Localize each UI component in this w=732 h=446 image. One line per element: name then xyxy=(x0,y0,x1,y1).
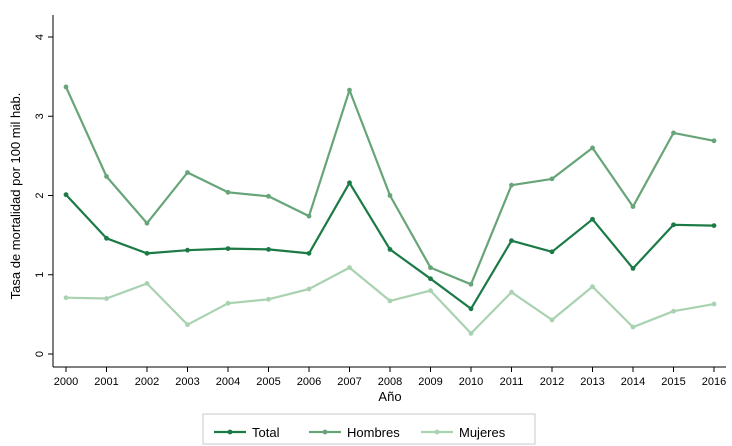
legend-marker-total xyxy=(227,429,233,435)
y-tick-label: 1 xyxy=(34,272,46,278)
series-total xyxy=(63,180,717,312)
legend-item-mujeres: Mujeres xyxy=(421,425,506,440)
series-line-hombres xyxy=(64,86,715,286)
data-point-total xyxy=(306,250,312,256)
y-tick-label: 0 xyxy=(34,351,46,357)
data-point-total xyxy=(711,223,717,229)
data-point-total xyxy=(468,306,474,312)
series-lines xyxy=(63,84,717,336)
legend-box xyxy=(202,413,536,445)
legend-label-hombres: Hombres xyxy=(347,425,400,440)
y-tick-label: 3 xyxy=(34,113,46,119)
x-tick-label: 2006 xyxy=(297,376,321,388)
data-point-mujeres xyxy=(185,322,190,328)
series-hombres xyxy=(63,84,717,287)
legend: Total Hombres Mujeres xyxy=(202,413,536,445)
series-mujeres xyxy=(63,265,717,336)
data-point-mujeres xyxy=(225,300,231,306)
data-point-total xyxy=(63,192,69,198)
data-point-total xyxy=(671,222,676,228)
x-tick-label: 2013 xyxy=(580,376,604,388)
x-tick-label: 2016 xyxy=(702,376,726,388)
x-tick-label: 2010 xyxy=(459,376,483,388)
y-axis-title: Tasa de mortalidad por 100 mil hab. xyxy=(8,93,23,300)
data-point-mujeres xyxy=(306,286,312,292)
x-axis-title: Año xyxy=(378,389,401,404)
legend-marker-hombres xyxy=(322,429,328,435)
x-tick-label: 2014 xyxy=(621,376,645,388)
data-point-total xyxy=(185,247,190,253)
data-point-total xyxy=(104,235,109,241)
data-point-mujeres xyxy=(104,296,109,301)
x-tick-label: 2015 xyxy=(661,376,685,388)
x-tick-label: 2012 xyxy=(540,376,564,388)
data-point-mujeres xyxy=(428,288,433,293)
x-tick-label: 2003 xyxy=(175,376,199,388)
data-point-hombres xyxy=(590,145,595,151)
data-point-hombres xyxy=(671,130,676,136)
data-point-hombres xyxy=(185,170,190,175)
data-point-total xyxy=(144,250,150,256)
data-point-mujeres xyxy=(590,284,595,290)
data-point-total xyxy=(428,276,433,282)
data-point-hombres xyxy=(225,189,231,195)
data-point-hombres xyxy=(549,176,555,182)
data-point-mujeres xyxy=(711,301,717,307)
data-point-total xyxy=(387,246,393,252)
data-point-total xyxy=(225,246,231,251)
data-point-hombres xyxy=(104,174,109,179)
x-tick-label: 2007 xyxy=(337,376,361,388)
y-tick-label: 2 xyxy=(34,192,46,198)
legend-marker-mujeres xyxy=(434,429,440,435)
data-point-mujeres xyxy=(509,289,514,295)
x-tick-label: 2011 xyxy=(500,376,524,388)
data-point-hombres xyxy=(266,193,271,199)
data-point-mujeres xyxy=(549,317,555,323)
x-tick-label: 2001 xyxy=(94,376,118,388)
legend-item-total: Total xyxy=(214,425,280,440)
data-point-hombres xyxy=(711,138,717,144)
data-point-total xyxy=(347,180,352,186)
x-tick-label: 2008 xyxy=(378,376,402,388)
data-point-hombres xyxy=(347,87,352,93)
data-point-total xyxy=(590,216,595,222)
data-point-total xyxy=(630,266,636,271)
x-tick-label: 2002 xyxy=(135,376,159,388)
x-tick-label: 2009 xyxy=(418,376,442,388)
data-point-mujeres xyxy=(468,330,474,336)
y-tick-label: 4 xyxy=(34,34,46,40)
x-tick-label: 2004 xyxy=(216,376,240,388)
data-point-total xyxy=(266,246,271,252)
data-point-hombres xyxy=(468,281,474,287)
data-point-mujeres xyxy=(347,265,352,271)
data-point-total xyxy=(549,249,555,255)
x-tick-label: 2000 xyxy=(54,376,78,388)
data-point-hombres xyxy=(306,213,312,219)
data-point-hombres xyxy=(144,220,150,226)
data-point-mujeres xyxy=(266,296,271,302)
data-point-hombres xyxy=(63,84,69,90)
data-point-mujeres xyxy=(671,308,676,314)
data-point-mujeres xyxy=(63,295,69,301)
legend-item-hombres: Hombres xyxy=(309,425,400,440)
legend-label-mujeres: Mujeres xyxy=(459,425,506,440)
data-point-hombres xyxy=(630,204,636,209)
axes: 0 1 2 3 4 2000 2001 2002 2003 2004 2005 2006 2007 200… xyxy=(34,15,726,388)
data-point-mujeres xyxy=(387,298,393,304)
data-point-mujeres xyxy=(630,324,636,330)
legend-label-total: Total xyxy=(252,425,280,440)
data-point-mujeres xyxy=(144,281,150,286)
data-point-total xyxy=(509,238,514,244)
data-point-hombres xyxy=(428,265,433,271)
data-point-hombres xyxy=(509,182,514,188)
data-point-hombres xyxy=(387,193,393,198)
x-tick-label: 2005 xyxy=(256,376,280,388)
